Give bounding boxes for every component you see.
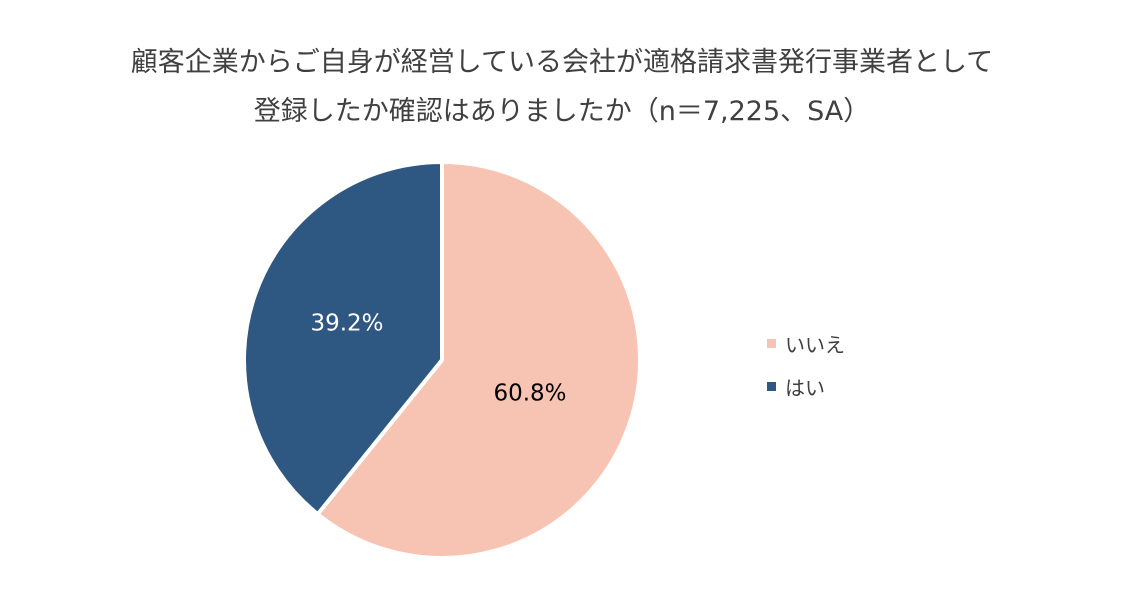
pie-slices (242, 159, 642, 560)
legend-swatch-no (767, 339, 776, 348)
legend-label-yes: はい (785, 376, 825, 400)
pie-slice-labels: 60.8% 39.2% (310, 311, 566, 407)
legend-item-yes: はい (767, 365, 845, 408)
pie-label-yes: 39.2% (310, 311, 383, 337)
legend: いいえ はい (767, 322, 845, 408)
pie-slice-yes (242, 159, 444, 517)
pie-label-no: 60.8% (493, 381, 566, 407)
chart-title: 顧客企業からご自身が経営している会社が適格請求書発行事業者として 登録したか確認… (0, 38, 1124, 136)
legend-item-no: いいえ (767, 322, 845, 365)
chart-title-line-1: 顧客企業からご自身が経営している会社が適格請求書発行事業者として (130, 47, 994, 78)
legend-label-no: いいえ (785, 333, 845, 357)
chart-title-line-2: 登録したか確認はありましたか（n＝7,225、SA） (253, 96, 871, 127)
pie-slice-no (314, 159, 642, 560)
legend-swatch-yes (767, 382, 776, 391)
